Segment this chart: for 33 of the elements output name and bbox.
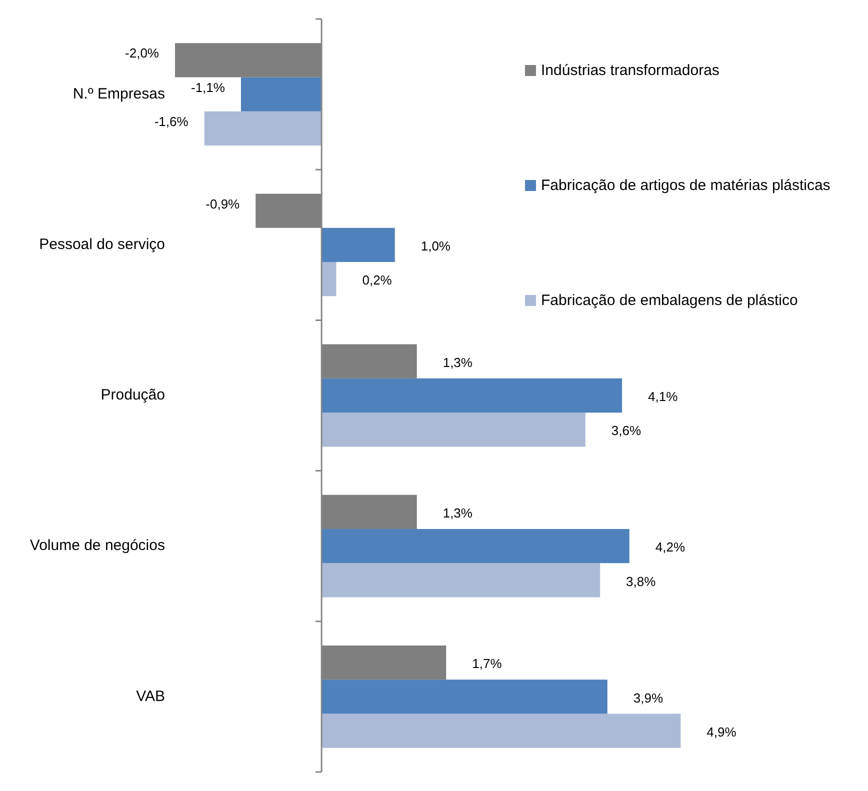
legend-label: Indústrias transformadoras [541, 62, 720, 79]
data-label: 0,2% [362, 272, 392, 288]
bar [322, 262, 336, 296]
data-label: 1,3% [442, 354, 473, 370]
data-label: 4,1% [648, 389, 678, 404]
bar [322, 228, 395, 262]
bar [322, 529, 630, 564]
data-label: 1,0% [420, 238, 451, 254]
data-label: -1,1% [190, 80, 226, 95]
data-label: 4,2% [655, 540, 686, 555]
bar [322, 714, 681, 748]
bar [322, 680, 608, 714]
legend-label: Fabricação de artigos de matérias plásticas [541, 177, 830, 194]
bar [322, 563, 600, 598]
bar [204, 111, 322, 146]
data-label: 1,7% [472, 656, 502, 672]
data-label: 3,8% [626, 574, 656, 589]
y-tick-label: Produção [100, 386, 165, 404]
data-label: 3,6% [611, 423, 642, 438]
bar [322, 412, 586, 447]
y-tick-label: VAB [136, 688, 165, 705]
y-tick-label: Pessoal do serviço [39, 236, 165, 254]
data-label: -0,9% [206, 196, 240, 212]
y-tick-label: N.º Empresas [72, 85, 165, 102]
bar [322, 378, 622, 413]
data-label: -2,0% [125, 46, 160, 61]
bar [240, 77, 322, 112]
legend-label: Fabricação de embalagens de plástico [541, 292, 798, 309]
data-label: -1,6% [154, 114, 189, 130]
data-label: 1,3% [442, 506, 473, 521]
data-label: 3,9% [633, 690, 664, 706]
y-tick-label: Volume de negócios [30, 537, 165, 554]
data-label: 4,9% [706, 724, 737, 740]
